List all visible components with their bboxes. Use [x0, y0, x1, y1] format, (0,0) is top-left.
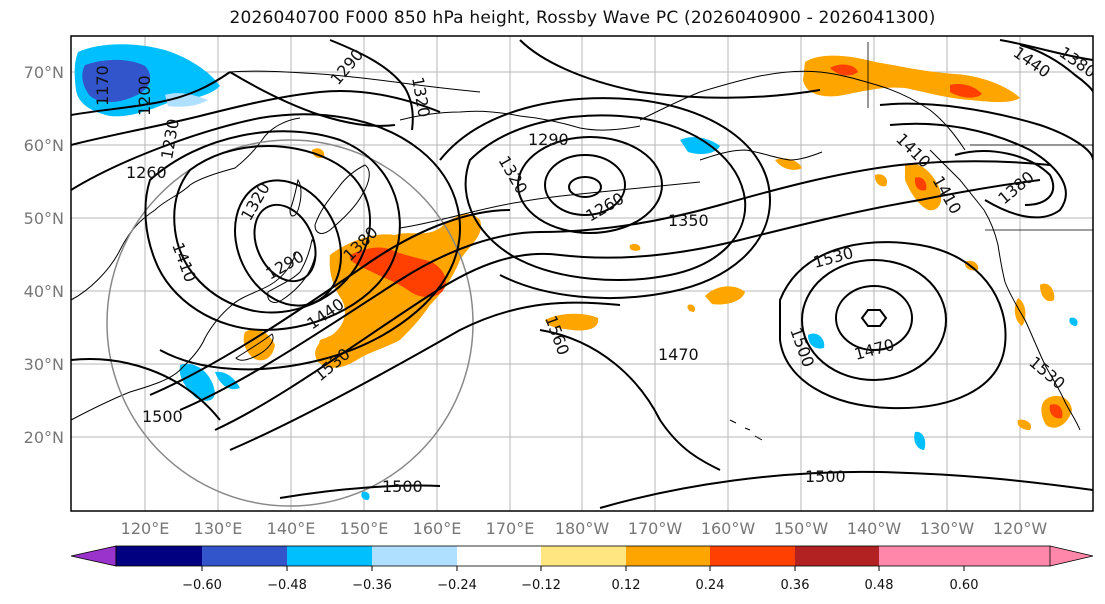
contour-label: 1500 [382, 477, 423, 496]
contour-label: 1260 [126, 163, 167, 182]
lon-label: 180°W [555, 519, 610, 538]
colorbar-segment [626, 546, 710, 566]
lon-label: 120°E [121, 519, 170, 538]
lon-label: 140°W [847, 519, 902, 538]
latitude-labels: 70°N 60°N 50°N 40°N 30°N 20°N [24, 63, 64, 447]
colorbar-tick-label: 0.36 [781, 578, 810, 593]
colorbar-extend-low [70, 545, 117, 567]
colorbar-segment [879, 546, 964, 566]
height-contours [71, 39, 1093, 509]
colorbar-extend-high [964, 546, 1093, 566]
colorbar-segment [372, 546, 457, 566]
anomaly-fill-negative [74, 44, 1078, 500]
colorbar-tick-label: 0.60 [950, 578, 979, 593]
lon-label: 160°W [701, 519, 756, 538]
lon-label: 150°E [340, 519, 389, 538]
lon-label: 130°W [920, 519, 975, 538]
lat-label: 30°N [24, 355, 64, 374]
colorbar: −0.60 −0.48 −0.36 −0.24 −0.12 0.12 0.24 … [70, 545, 1094, 593]
lon-label: 160°E [413, 519, 462, 538]
colorbar-segment [541, 546, 626, 566]
colorbar-tick-label: −0.24 [437, 578, 477, 593]
contour-label: 1500 [805, 467, 846, 486]
colorbar-tick-label: 0.12 [612, 578, 641, 593]
colorbar-segment [287, 546, 372, 566]
anomaly-fill-positive [243, 55, 1072, 430]
colorbar-segment [795, 546, 879, 566]
map-title: 2026040700 F000 850 hPa height, Rossby W… [229, 8, 936, 28]
lon-label: 170°E [486, 519, 535, 538]
coastlines [71, 42, 1093, 441]
contour-label: 1470 [658, 345, 699, 364]
contour-label: 1170 [93, 65, 112, 106]
lat-label: 60°N [24, 136, 64, 155]
colorbar-outline [115, 545, 1051, 567]
lat-label: 40°N [24, 282, 64, 301]
lat-label: 20°N [24, 428, 64, 447]
colorbar-tick-label: 0.24 [696, 578, 725, 593]
lon-label: 170°W [628, 519, 683, 538]
colorbar-segment [116, 546, 202, 566]
graticule [71, 36, 1093, 511]
lon-label: 130°E [194, 519, 243, 538]
lon-label: 150°W [774, 519, 829, 538]
contour-label: 1350 [668, 211, 709, 230]
colorbar-segment [202, 546, 287, 566]
colorbar-tick-label: −0.12 [521, 578, 561, 593]
colorbar-tick-label: −0.60 [182, 578, 222, 593]
contour-label: 1200 [135, 75, 154, 116]
lat-label: 70°N [24, 63, 64, 82]
colorbar-tip [1049, 545, 1094, 567]
colorbar-segment [457, 546, 541, 566]
longitude-labels: 120°E 130°E 140°E 150°E 160°E 170°E 180°… [121, 519, 1048, 538]
colorbar-segment [710, 546, 795, 566]
colorbar-ticks [201, 566, 965, 571]
colorbar-tick-label: −0.36 [352, 578, 392, 593]
map-frame [70, 35, 1094, 512]
colorbar-tick-label: 0.48 [865, 578, 894, 593]
colorbar-tick-label: −0.48 [267, 578, 307, 593]
lat-label: 50°N [24, 209, 64, 228]
contour-label: 1290 [528, 130, 569, 149]
lon-label: 140°E [267, 519, 316, 538]
contour-label: 1500 [142, 407, 183, 426]
lon-label: 120°W [993, 519, 1048, 538]
